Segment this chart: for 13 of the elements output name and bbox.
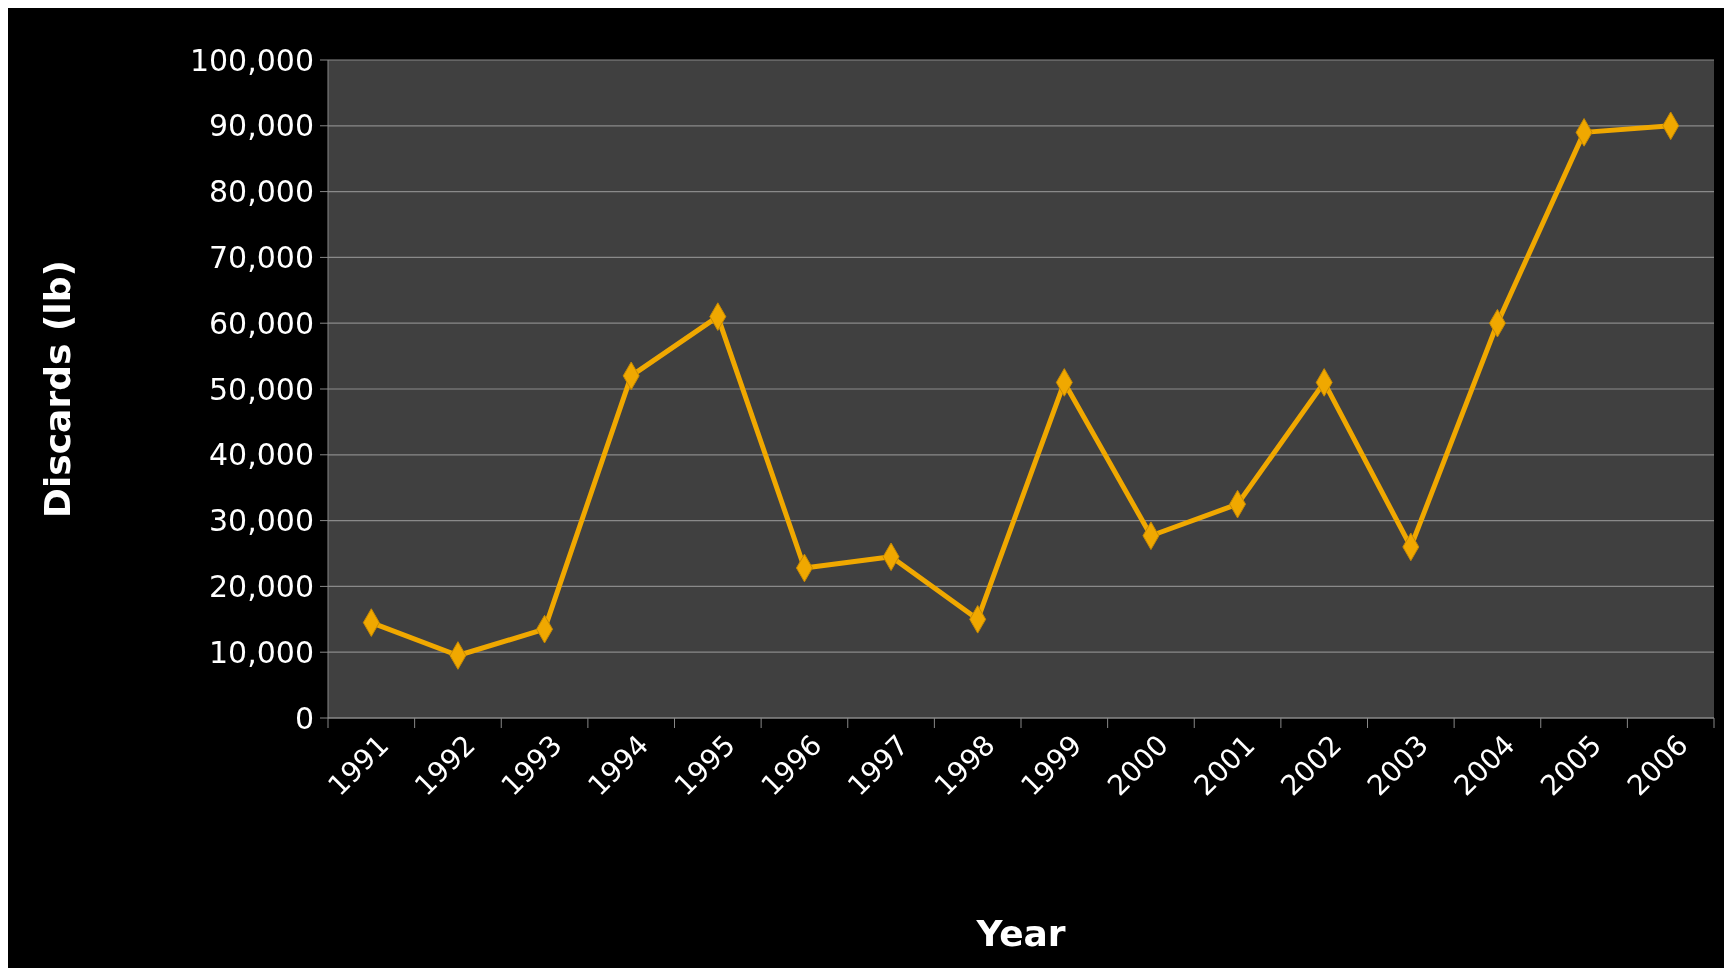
y-tick-label: 90,000 — [209, 108, 314, 144]
y-tick-label: 10,000 — [209, 634, 314, 670]
y-tick-label: 0 — [294, 700, 314, 736]
y-tick-label: 70,000 — [209, 239, 314, 275]
y-tick-label: 20,000 — [209, 568, 314, 604]
y-tick-label: 60,000 — [209, 305, 314, 341]
y-tick-label: 30,000 — [209, 503, 314, 539]
y-tick-label: 40,000 — [209, 437, 314, 473]
y-tick-label: 100,000 — [189, 42, 314, 78]
y-axis-title: Discards (lb) — [37, 260, 78, 518]
y-tick-label: 50,000 — [209, 371, 314, 407]
x-axis-title: Year — [975, 913, 1066, 954]
y-tick-label: 80,000 — [209, 174, 314, 210]
